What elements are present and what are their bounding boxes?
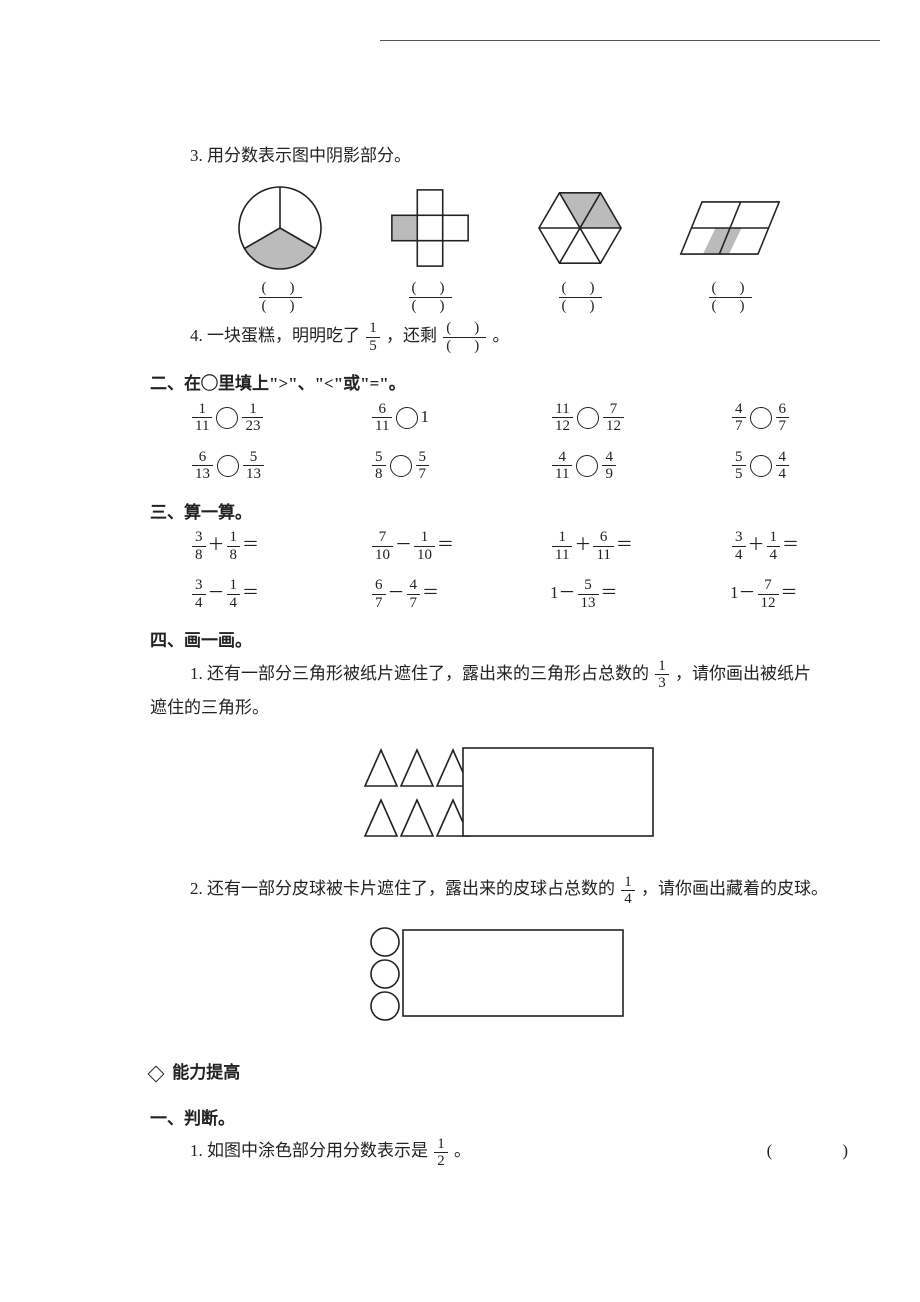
compare-circle [750,455,772,477]
compare-item: 6111 [370,401,530,435]
calc-item: 710－110＝ [370,529,530,563]
s2-title: 二、在◯里填上">"、"<"或"="。 [150,368,860,400]
q4-text-a: 4. 一块蛋糕，明明吃了 [190,326,360,345]
compare-item: 111123 [190,401,350,435]
compare-circle [390,455,412,477]
top-rule [380,40,880,41]
compare-item: 5544 [730,449,890,483]
judge-blank: ( ) [767,1135,860,1167]
compare-circle [576,455,598,477]
compare-circle [216,407,238,429]
q4-text-c: 。 [493,326,510,345]
shape-parallelogram: ( )( ) [675,184,785,314]
compare-circle [217,455,239,477]
s2-grid: 1111236111111271247676135135857411495544 [150,401,860,483]
compare-item: 5857 [370,449,530,483]
s4-q1: 1. 还有一部分三角形被纸片遮住了，露出来的三角形占总数的 13 ，请你画出被纸… [150,658,860,692]
compare-item: 1112712 [550,401,710,435]
j1: 1. 如图中涂色部分用分数表示是 12 。 ( ) [150,1135,860,1169]
s3-title: 三、算一算。 [150,497,860,529]
q4-text-b: ，还剩 [386,326,437,345]
compare-item: 41149 [550,449,710,483]
compare-circle [396,407,418,429]
compare-item: 613513 [190,449,350,483]
calc-item: 67－47＝ [370,577,530,611]
s3-grid: 38＋18＝710－110＝111＋611＝34＋14＝34－14＝67－47＝… [150,529,860,611]
s4-q2-figure [150,922,860,1043]
s4-q1-figure [150,738,860,859]
compare-circle [577,407,599,429]
diamond-icon [148,1065,165,1082]
calc-item: 34－14＝ [190,577,350,611]
calc-item: 1－513＝ [550,577,710,611]
s4-q1c: 遮住的三角形。 [150,692,860,724]
shape-cross: ( )( ) [375,184,485,314]
q4: 4. 一块蛋糕，明明吃了 15 ，还剩 ( )( ) 。 [150,320,860,354]
compare-circle [750,407,772,429]
s4-q2: 2. 还有一部分皮球被卡片遮住了，露出来的皮球占总数的 14 ，请你画出藏着的皮… [150,873,860,907]
ability-title: 能力提高 [150,1057,860,1089]
calc-item: 34＋14＝ [730,529,890,563]
shape-circle: ( )( ) [225,184,335,314]
j1-title: 一、判断。 [150,1103,860,1135]
shape-hexagon: ( )( ) [525,184,635,314]
q3-prompt: 3. 用分数表示图中阴影部分。 [150,140,860,172]
calc-item: 111＋611＝ [550,529,710,563]
q3-shapes: ( )( ) ( )( ) ( )( ) [150,184,860,314]
compare-item: 4767 [730,401,890,435]
calc-item: 38＋18＝ [190,529,350,563]
worksheet-page: 3. 用分数表示图中阴影部分。 ( )( ) ( )( ) [0,0,920,1302]
calc-item: 1－712＝ [730,577,890,611]
s4-title: 四、画一画。 [150,625,860,657]
